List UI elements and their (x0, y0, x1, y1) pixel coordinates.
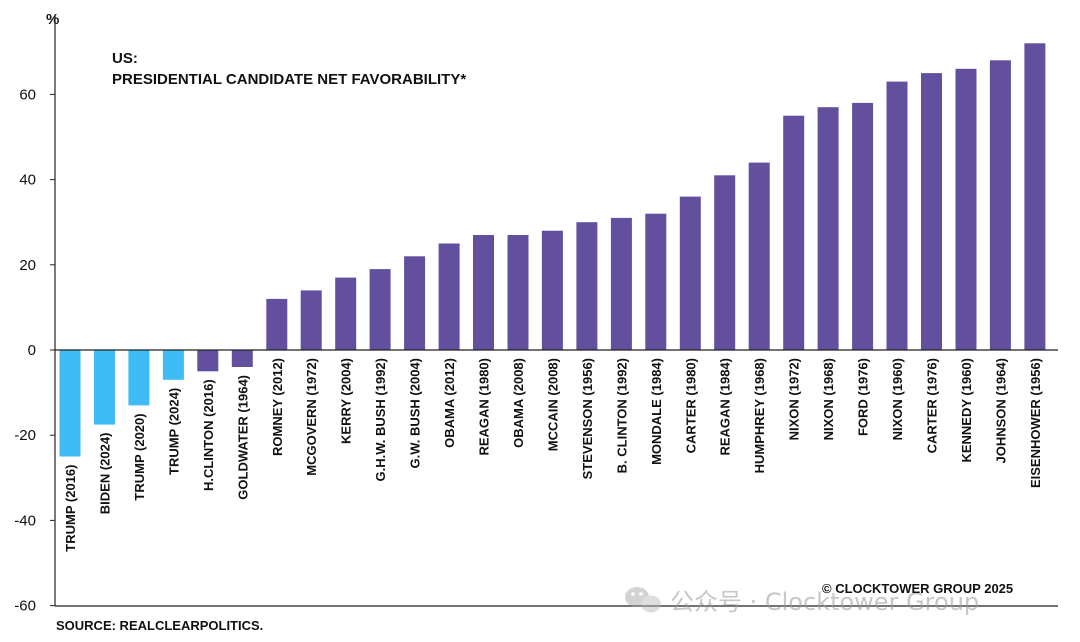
source-note: SOURCE: REALCLEARPOLITICS. (56, 618, 263, 633)
bar (231, 350, 253, 367)
bar (679, 196, 701, 350)
category-label: KENNEDY (1960) (959, 358, 974, 463)
bar (128, 350, 150, 406)
category-label: G.W. BUSH (2004) (408, 358, 423, 469)
wechat-icon (625, 587, 661, 613)
bar (748, 162, 770, 350)
category-label: GOLDWATER (1964) (235, 375, 250, 500)
bar (404, 256, 426, 350)
plot-frame (54, 16, 1058, 607)
bar (94, 350, 115, 425)
y-unit-label: % (46, 11, 59, 28)
category-label: REAGAN (1980) (477, 358, 492, 456)
category-label: H.CLINTON (2016) (201, 379, 216, 491)
bar (541, 230, 563, 350)
bar (266, 298, 288, 350)
bar (955, 68, 977, 351)
chart-title-line1: US: (112, 50, 138, 67)
bar (162, 350, 184, 380)
category-label: KERRY (2004) (339, 358, 354, 444)
bar (300, 290, 322, 350)
category-label: NIXON (1972) (787, 358, 802, 440)
category-label: G.H.W. BUSH (1992) (373, 358, 388, 482)
copyright-note: © CLOCKTOWER GROUP 2025 (822, 581, 1013, 596)
bar (817, 107, 839, 350)
category-label: TRUMP (2024) (166, 388, 181, 475)
bar (507, 235, 529, 350)
watermark-text: 公众号 · Clocktower Group (670, 588, 979, 616)
category-label: HUMPHREY (1968) (752, 358, 767, 473)
bar (576, 222, 598, 350)
watermark: 公众号 · Clocktower Group (625, 587, 979, 616)
bar (369, 269, 391, 350)
bar (852, 102, 874, 351)
bar (886, 81, 908, 350)
category-label: ROMNEY (2012) (270, 358, 285, 456)
bar (473, 235, 494, 350)
category-label: BIDEN (2024) (98, 433, 113, 515)
category-label: CARTER (1980) (683, 358, 698, 453)
bar (197, 350, 219, 372)
category-label: NIXON (1968) (821, 358, 836, 440)
y-tick-label: -40 (14, 512, 36, 529)
bar (714, 175, 736, 350)
category-label: FORD (1976) (856, 358, 871, 436)
category-label: OBAMA (2012) (442, 358, 457, 448)
category-label: REAGAN (1984) (718, 358, 733, 456)
bar (1024, 43, 1046, 351)
bar (645, 213, 667, 350)
category-label: STEVENSON (1956) (580, 358, 595, 479)
category-label: MONDALE (1984) (649, 358, 664, 465)
bar (921, 73, 942, 350)
category-label: MCCAIN (2008) (545, 358, 560, 451)
y-tick-label: 60 (19, 86, 36, 103)
category-label: EISENHOWER (1956) (1028, 358, 1043, 488)
bars (59, 43, 1046, 457)
category-label: CARTER (1976) (925, 358, 940, 453)
y-tick-label: -60 (14, 598, 36, 615)
bar (783, 115, 805, 350)
bar (335, 277, 357, 350)
y-tick-label: -20 (14, 427, 36, 444)
bar (59, 350, 81, 457)
category-labels: TRUMP (2016) BIDEN (2024) TRUMP (2020) TRUM… (63, 358, 1043, 552)
category-label: TRUMP (2020) (132, 413, 147, 500)
y-tick-label: 20 (19, 257, 36, 274)
category-label: B. CLINTON (1992) (614, 358, 629, 473)
bar (989, 60, 1011, 351)
category-label: JOHNSON (1964) (993, 358, 1008, 463)
bar (610, 217, 632, 350)
chart-title-line2: PRESIDENTIAL CANDIDATE NET FAVORABILITY* (112, 71, 466, 88)
category-label: OBAMA (2008) (511, 358, 526, 448)
y-tick-label: 40 (19, 172, 36, 189)
bar (438, 243, 460, 350)
category-label: MCGOVERN (1972) (304, 358, 319, 476)
category-label: TRUMP (2016) (63, 465, 78, 552)
y-tick-label: 0 (28, 342, 36, 359)
y-axis: 60 40 20 0 -20 -40 -60 (14, 86, 55, 615)
category-label: NIXON (1960) (890, 358, 905, 440)
